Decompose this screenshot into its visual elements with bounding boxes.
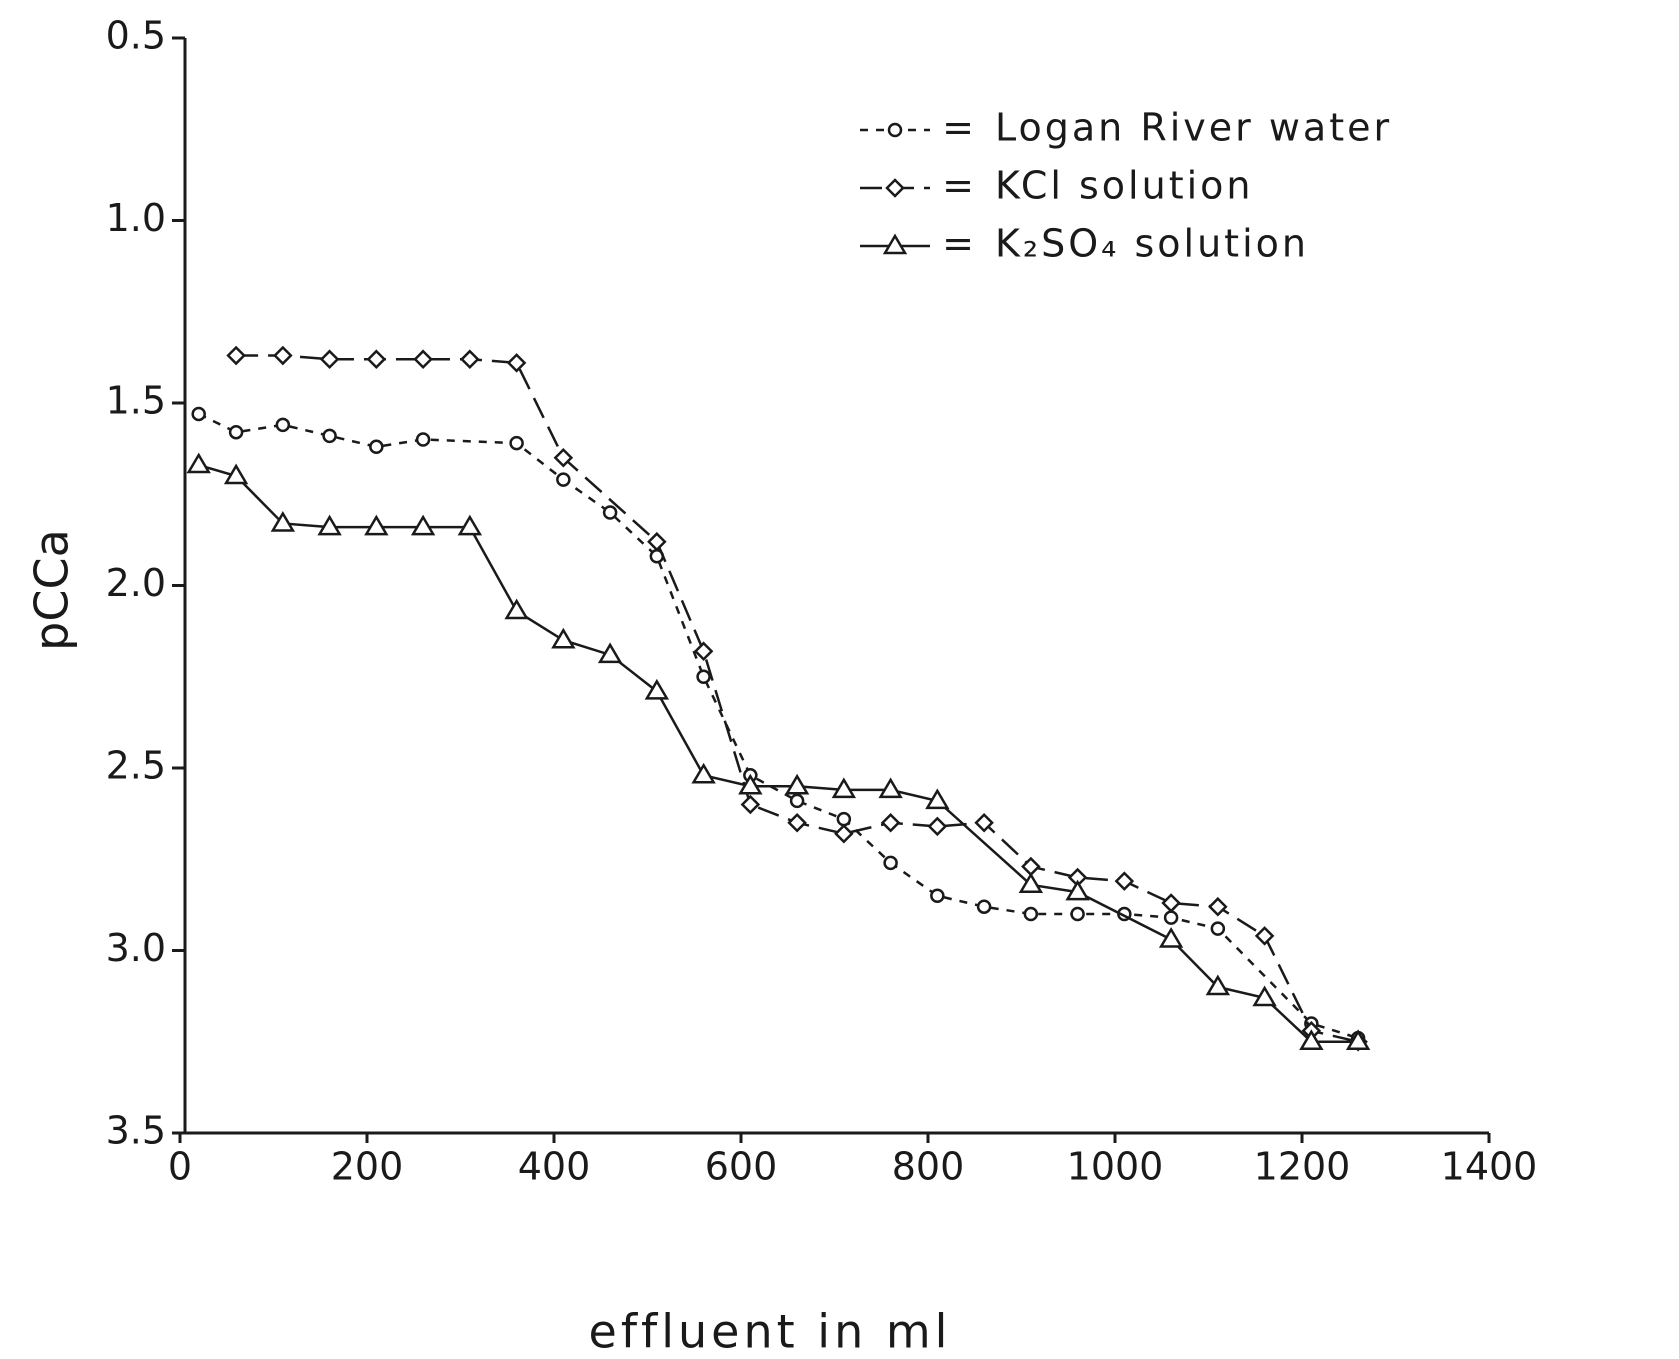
series-line — [198, 412, 1359, 1040]
x-tick-label: 0 — [168, 1145, 192, 1189]
y-tick-label: 2.5 — [106, 744, 166, 788]
data-point — [551, 627, 576, 649]
data-point — [322, 428, 337, 444]
y-axis-label: pCCa — [25, 529, 79, 651]
data-point — [930, 888, 945, 903]
x-tick-label: 1200 — [1254, 1145, 1351, 1189]
legend-marker — [887, 122, 903, 138]
data-point — [602, 505, 618, 520]
data-point — [696, 669, 711, 684]
data-point — [556, 472, 571, 487]
x-axis-label: effluent in ml — [589, 1305, 952, 1359]
x-tick-label: 800 — [892, 1145, 965, 1189]
y-tick-label: 1.0 — [106, 196, 166, 240]
legend-equals: = — [942, 222, 974, 266]
data-point — [644, 678, 670, 700]
data-point — [317, 514, 342, 536]
data-point — [691, 762, 716, 784]
x-tick-label: 200 — [331, 1145, 404, 1189]
data-point — [880, 812, 901, 833]
data-point — [223, 463, 249, 485]
data-point — [836, 811, 852, 827]
data-point — [226, 345, 246, 366]
data-point — [504, 598, 529, 620]
data-point — [1021, 856, 1041, 877]
x-tick-label: 400 — [518, 1145, 591, 1189]
legend-label: Logan River water — [995, 106, 1392, 150]
data-point — [1208, 896, 1228, 917]
data-point — [597, 642, 623, 664]
x-tick-label: 600 — [705, 1145, 778, 1189]
data-point — [1299, 1029, 1324, 1050]
data-point — [186, 452, 211, 474]
data-point — [1163, 910, 1179, 925]
data-point — [787, 812, 807, 833]
data-point — [927, 816, 948, 837]
data-point — [974, 812, 994, 833]
data-point — [883, 855, 898, 871]
data-point — [506, 353, 527, 373]
data-point — [457, 514, 483, 536]
y-tick-label: 2.0 — [106, 561, 166, 605]
data-point — [1345, 1029, 1371, 1050]
data-point — [1205, 974, 1231, 996]
data-point — [553, 447, 574, 468]
data-point — [1252, 985, 1277, 1007]
data-point — [925, 788, 950, 810]
x-tick-label: 1000 — [1067, 1145, 1164, 1189]
legend-marker — [882, 233, 908, 255]
data-point — [364, 514, 389, 536]
data-point — [319, 349, 340, 369]
data-point — [460, 349, 480, 369]
data-point — [1254, 926, 1275, 946]
x-tick-label: 1400 — [1441, 1145, 1538, 1189]
data-point — [228, 424, 244, 440]
data-point — [647, 531, 667, 552]
data-point — [509, 435, 524, 451]
legend-label: KCl solution — [995, 164, 1254, 208]
data-point — [740, 794, 761, 815]
data-point — [1210, 921, 1226, 936]
data-point — [1070, 906, 1085, 922]
data-point — [878, 777, 903, 799]
y-tick-label: 3.0 — [106, 926, 166, 970]
y-tick-label: 1.5 — [106, 379, 166, 423]
data-point — [410, 514, 436, 536]
data-point — [415, 432, 431, 447]
data-point — [976, 899, 992, 914]
series-line — [236, 354, 1359, 1043]
data-point — [413, 349, 433, 369]
data-point — [1161, 893, 1181, 913]
y-tick-label: 3.5 — [106, 1109, 166, 1153]
data-point — [369, 439, 384, 455]
data-point — [1065, 879, 1090, 901]
legend-label: K₂SO₄ solution — [995, 222, 1309, 266]
data-point — [831, 777, 857, 799]
data-point — [738, 773, 763, 795]
data-point — [1018, 872, 1044, 894]
y-tick-label: 0.5 — [106, 14, 166, 58]
data-point — [693, 641, 714, 661]
data-point — [1023, 906, 1039, 922]
legend-equals: = — [942, 106, 974, 150]
legend-marker — [885, 178, 905, 198]
data-point — [834, 823, 854, 844]
data-point — [789, 793, 805, 809]
data-point — [273, 345, 293, 366]
data-point — [784, 773, 810, 795]
data-point — [1158, 927, 1184, 948]
data-point — [366, 349, 387, 369]
data-point — [1114, 871, 1135, 891]
series-line — [198, 463, 1359, 1043]
legend-equals: = — [942, 164, 974, 208]
data-point — [191, 406, 206, 422]
data-point — [275, 417, 291, 433]
data-point — [270, 510, 296, 532]
